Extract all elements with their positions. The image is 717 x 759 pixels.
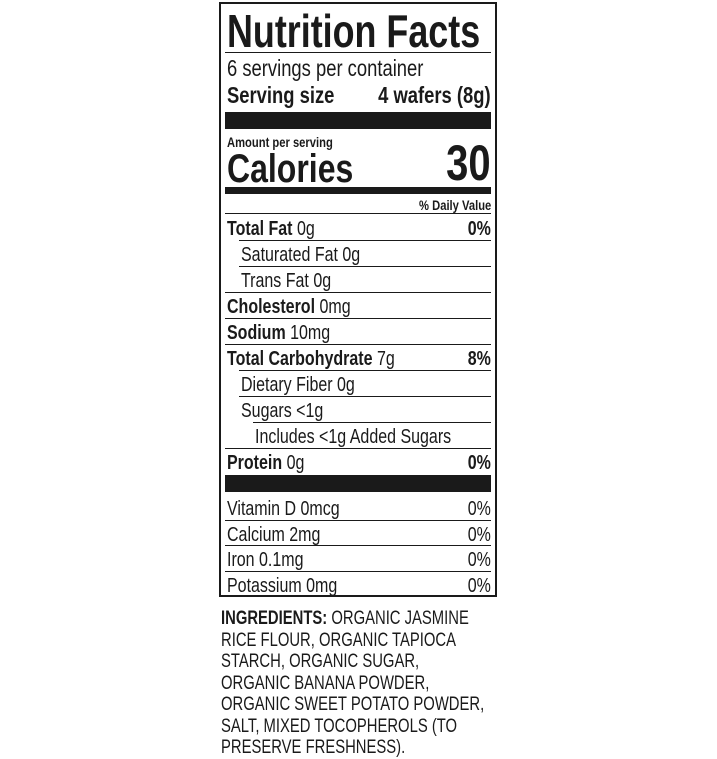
serving-size-value: 4 wafers (8g) [378,82,491,108]
nutrient-row: Protein 0g [227,453,304,473]
nutrient-row: Total Fat 0g [227,219,315,239]
thick-divider [225,112,491,129]
divider [239,370,491,371]
vitamin-dv: 0% [467,574,491,597]
ingredients: INGREDIENTS: ORGANIC JASMINE RICE FLOUR,… [221,608,486,759]
daily-value-header: % Daily Value [418,197,491,213]
nutrient-amount: 0g [286,452,305,474]
divider [225,570,491,572]
nutrient-dv: 0% [467,452,491,474]
divider [253,422,491,423]
nutrient-row: Sugars <1g [241,401,323,421]
nutrient-name: Total Fat [227,218,293,240]
divider [239,396,491,397]
divider [225,344,491,345]
nutrient-row: Trans Fat 0g [241,271,331,291]
nutrient-amount: 0g [296,218,315,240]
nutrient-row: Cholesterol 0mg [227,297,351,317]
calories-label: Calories [227,147,354,191]
amount-per-serving: Amount per serving [227,134,333,150]
nutrient-dv: 0% [467,218,491,240]
divider [225,448,491,449]
nutrient-row: Dietary Fiber 0g [241,375,355,395]
nutrient-name: Includes <1g Added Sugars [255,426,452,448]
servings-per-container: 6 servings per container [227,55,424,81]
vitamin-name: Iron 0.1mg [227,549,304,571]
nutrient-dv: 8% [467,348,491,370]
nutrient-name: Sodium [227,322,286,344]
divider [225,318,491,319]
nutrient-row: Includes <1g Added Sugars [255,427,451,447]
serving-size-label: Serving size [227,82,335,108]
nutrient-amount: 7g [376,348,395,370]
divider [225,545,491,546]
thick-divider [225,475,491,492]
nutrient-amount: 10mg [290,322,331,344]
medium-divider [225,187,491,194]
divider [225,52,491,53]
nutrient-row: Saturated Fat 0g [241,245,360,265]
vitamin-dv: 0% [467,523,491,546]
nutrient-amount: 0mg [319,296,351,318]
nutrient-name: Total Carbohydrate [227,348,373,370]
divider [225,519,491,521]
label-title: Nutrition Facts [227,5,481,57]
vitamin-dv: 0% [467,549,491,571]
vitamin-name: Potassium 0mg [227,574,338,597]
divider [225,292,491,293]
calories-value: 30 [446,135,492,191]
nutrient-name: Cholesterol [227,296,316,318]
divider [239,266,491,267]
divider [225,213,491,214]
ingredients-text: ORGANIC JASMINE RICE FLOUR, ORGANIC TAPI… [221,608,485,758]
nutrient-name: Protein [227,452,283,474]
nutrient-name: Sugars <1g [241,400,324,422]
nutrient-row: Sodium 10mg [227,323,330,343]
nutrient-name: Saturated Fat 0g [241,244,361,266]
nutrient-name: Dietary Fiber 0g [241,374,355,396]
nutrition-facts-label: Nutrition Facts 6 servings per container… [219,2,497,597]
vitamin-dv: 0% [467,498,491,520]
ingredients-label: INGREDIENTS: [221,608,328,629]
nutrient-name: Trans Fat 0g [241,270,332,292]
divider [239,240,491,241]
vitamin-name: Vitamin D 0mcg [227,498,340,520]
nutrient-row: Total Carbohydrate 7g [227,349,395,369]
vitamin-name: Calcium 2mg [227,523,321,546]
